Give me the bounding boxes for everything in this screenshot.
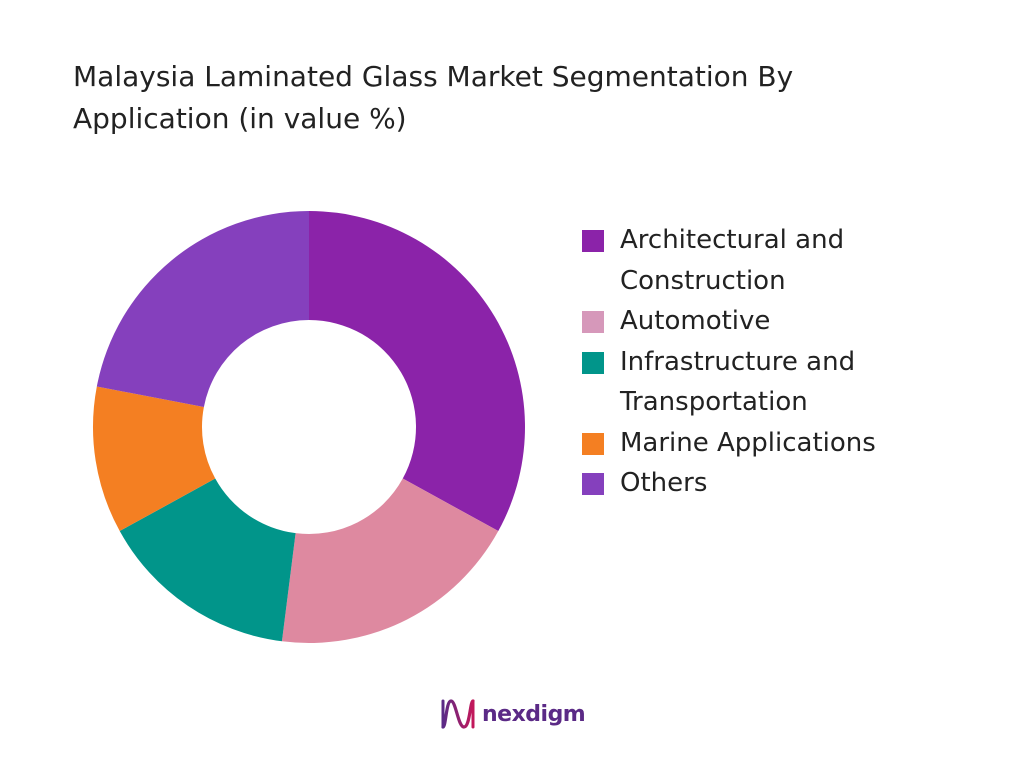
slice-architectural-and-construction <box>309 211 525 532</box>
legend-swatch <box>582 473 604 495</box>
chart-legend: Architectural and Construction Automotiv… <box>582 220 1002 504</box>
nexdigm-logo: nexdigm <box>440 697 586 731</box>
nexdigm-logo-icon <box>441 699 475 729</box>
logo-text: nexdigm <box>482 701 586 727</box>
legend-swatch <box>582 351 604 374</box>
legend-label: Architectural and Construction <box>620 225 845 296</box>
slice-marine-applications <box>93 386 216 532</box>
chart-title: Malaysia Laminated Glass Market Segmenta… <box>73 60 794 135</box>
legend-label: Others <box>620 468 708 498</box>
legend-item-others: Others <box>582 463 1002 504</box>
legend-label: Automotive <box>620 306 771 336</box>
legend-label: Infrastructure and Transportation <box>620 346 856 418</box>
legend-swatch <box>582 311 604 333</box>
legend-swatch <box>582 230 604 252</box>
legend-swatch <box>582 432 604 455</box>
legend-label: Marine Applications <box>620 427 876 458</box>
legend-item-architectural-and-construction: Architectural and Construction <box>582 220 1002 301</box>
legend-item-marine-applications: Marine Applications <box>582 423 1002 464</box>
slice-automotive <box>281 478 499 643</box>
slice-others <box>96 211 309 407</box>
slice-infrastructure-and-transportation <box>119 478 296 642</box>
legend-item-infrastructure-and-transportation: Infrastructure and Transportation <box>582 342 1002 423</box>
legend-item-automotive: Automotive <box>582 301 1002 342</box>
